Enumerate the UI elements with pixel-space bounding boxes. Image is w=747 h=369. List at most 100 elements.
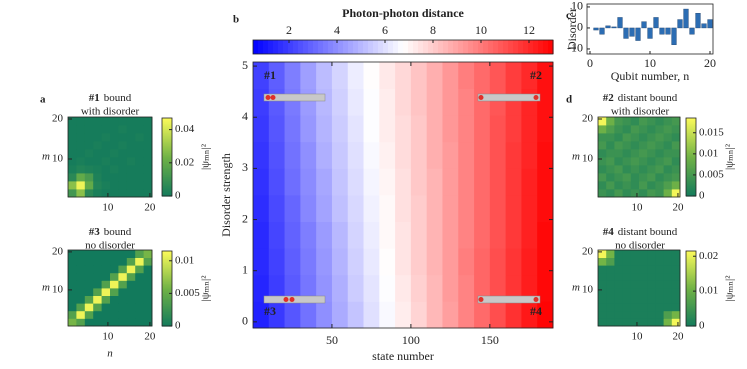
heatmap-cell bbox=[135, 265, 144, 274]
colorbar-swatch bbox=[686, 304, 696, 307]
colorbar-swatch bbox=[328, 40, 334, 54]
heatmap-cell bbox=[268, 221, 285, 249]
heatmap-cell bbox=[630, 257, 640, 266]
heatmap-cell bbox=[84, 250, 94, 258]
heatmap-cell bbox=[639, 310, 648, 319]
colorbar-swatch bbox=[162, 262, 172, 265]
heatmap-cell bbox=[316, 168, 333, 196]
heatmap-cell bbox=[76, 288, 86, 296]
heatmap-cell bbox=[647, 303, 656, 312]
heatmap-cell bbox=[331, 168, 349, 196]
heatmap-cell bbox=[639, 141, 648, 150]
heatmap-cell bbox=[647, 310, 656, 319]
heatmap-cell bbox=[110, 157, 119, 166]
heatmap-cell bbox=[93, 318, 102, 327]
heatmap-cell bbox=[118, 265, 128, 274]
heatmap-cell bbox=[647, 165, 656, 174]
colorbar-swatch bbox=[686, 282, 696, 285]
heatmap-cell bbox=[647, 125, 656, 134]
heatmap-cell bbox=[622, 303, 632, 312]
colorbar-swatch bbox=[162, 171, 172, 174]
heatmap-cell bbox=[93, 310, 102, 319]
colorbar-swatch bbox=[686, 251, 696, 253]
colorbar-swatch bbox=[162, 176, 172, 179]
heatmap-cell bbox=[379, 62, 396, 89]
heatmap-cell bbox=[630, 133, 640, 142]
colorbar-swatch bbox=[686, 317, 696, 320]
heatmap-cell bbox=[521, 221, 538, 249]
heatmap-cell bbox=[253, 248, 270, 276]
heatmap-cell bbox=[614, 117, 623, 126]
heatmap-cell bbox=[647, 295, 656, 304]
heatmap-cell bbox=[671, 181, 681, 190]
colorbar-swatch bbox=[686, 292, 696, 295]
colorbar-swatch bbox=[162, 272, 172, 275]
heatmap-cell bbox=[118, 189, 128, 198]
heatmap-cell bbox=[521, 141, 538, 169]
colorbar-swatch bbox=[162, 131, 172, 133]
heatmap-cell bbox=[639, 117, 648, 126]
colorbar-swatch bbox=[368, 40, 374, 54]
colorbar-swatch bbox=[686, 263, 696, 266]
heatmap-cell bbox=[614, 310, 623, 319]
colorbar-swatch bbox=[543, 40, 549, 54]
heatmap-cell bbox=[101, 181, 111, 190]
plot-frame bbox=[67, 116, 153, 198]
colorbar-swatch bbox=[162, 267, 172, 270]
colorbar-swatch bbox=[268, 40, 274, 54]
heatmap-cell bbox=[598, 125, 607, 134]
annotation: #2 bbox=[530, 68, 542, 82]
heatmap-cell bbox=[647, 250, 656, 258]
heatmap-cell bbox=[93, 133, 102, 142]
heatmap-cell bbox=[363, 115, 380, 143]
heatmap-cell bbox=[537, 248, 554, 276]
heatmap-cell bbox=[655, 173, 664, 182]
heatmap-cell bbox=[93, 303, 102, 312]
heatmap-cell bbox=[647, 117, 656, 126]
heatmap-cell bbox=[655, 250, 664, 258]
heatmap-cell bbox=[363, 141, 380, 169]
colorbar-swatch bbox=[162, 163, 172, 166]
colorbar-swatch bbox=[433, 40, 439, 54]
heatmap-cell bbox=[606, 133, 615, 142]
heatmap-cell bbox=[363, 62, 380, 89]
heatmap-cell bbox=[647, 173, 656, 182]
colorbar-swatch bbox=[393, 40, 399, 54]
heatmap-cell bbox=[110, 272, 119, 281]
heatmap-cell bbox=[606, 288, 615, 296]
heatmap-cell bbox=[84, 303, 94, 312]
heatmap-cell bbox=[622, 257, 632, 266]
heatmap-cell bbox=[300, 62, 317, 89]
bar bbox=[593, 27, 599, 31]
heatmap-cell bbox=[101, 265, 111, 274]
heatmap-cell bbox=[505, 248, 522, 276]
heatmap-cell bbox=[331, 62, 349, 89]
insets bbox=[263, 93, 541, 304]
colorbar-tick-label: 0.01 bbox=[175, 254, 194, 266]
heatmap-cell bbox=[300, 248, 317, 276]
colorbar-swatch bbox=[162, 317, 172, 320]
colorbar-swatch bbox=[686, 288, 696, 291]
heatmap-cell bbox=[135, 288, 144, 296]
heatmap-cell bbox=[474, 248, 491, 276]
heatmap-cell bbox=[505, 221, 522, 249]
colorbar-swatch bbox=[162, 263, 172, 266]
heatmap-cell bbox=[68, 173, 77, 182]
heatmap-cell bbox=[505, 274, 522, 302]
colorbar-swatch bbox=[162, 118, 172, 120]
heatmap-cell bbox=[93, 257, 102, 266]
colorbar-tick-label: 2 bbox=[286, 23, 292, 37]
heatmap-cell bbox=[671, 165, 681, 174]
heatmap-cell bbox=[655, 117, 664, 126]
heatmap-cell bbox=[598, 189, 607, 198]
heatmap-cell bbox=[614, 181, 623, 190]
colorbar-swatch bbox=[162, 159, 172, 162]
heatmap-cell bbox=[639, 303, 648, 312]
heatmap-cell bbox=[598, 157, 607, 166]
heatmap-cell bbox=[630, 189, 640, 198]
heatmap-cell bbox=[347, 141, 364, 169]
heatmap-cell bbox=[135, 125, 144, 134]
colorbar-swatch bbox=[686, 173, 696, 176]
heatmap-cell bbox=[110, 318, 119, 327]
heatmap-cell bbox=[101, 295, 111, 304]
